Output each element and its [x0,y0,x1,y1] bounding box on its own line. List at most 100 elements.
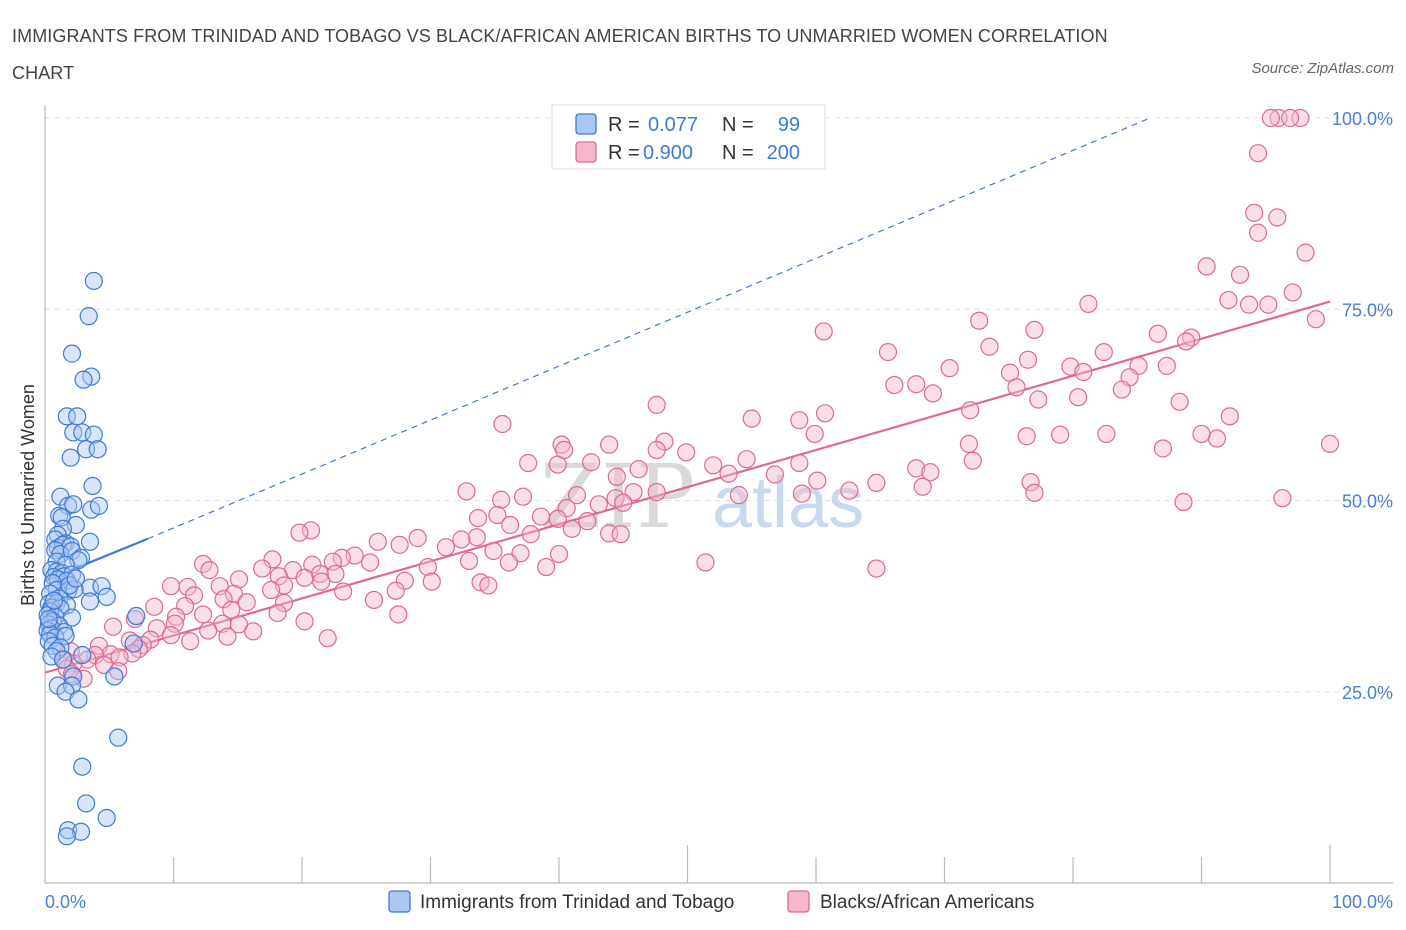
point-blacks [600,435,619,454]
point-blacks [629,460,648,479]
point-blacks [614,493,633,512]
point-blacks [501,515,520,535]
legend-r-value-1: 0.077 [648,114,698,136]
point-blacks [792,484,811,503]
point-blacks [262,580,281,600]
point-blacks [907,375,926,394]
point-trinidad [71,548,91,567]
stats-legend: R = 0.077 N = 99 R = 0.900 N = 200 [551,104,826,170]
point-blacks [1245,203,1264,222]
point-blacks [815,404,835,423]
point-blacks [531,507,551,526]
point-blacks [537,557,556,577]
point-blacks [145,597,164,616]
point-trinidad [97,587,116,606]
point-blacks [549,544,569,564]
point-blacks [980,337,999,356]
point-blacks [704,456,723,475]
point-blacks [361,553,380,572]
point-blacks [1239,295,1259,314]
point-blacks [218,627,237,646]
point-blacks [1261,108,1280,128]
point-trinidad [73,757,92,776]
point-trinidad [62,344,82,363]
point-blacks [334,582,353,601]
point-blacks [389,605,408,624]
x-tick-label-min: 0.0% [45,892,86,912]
point-trinidad [105,667,124,686]
point-blacks [1197,257,1216,276]
point-trinidad [89,496,109,515]
point-blacks [422,572,441,591]
point-blacks [290,523,309,542]
point-blacks [166,607,186,626]
point-blacks [1029,390,1048,409]
point-blacks [647,440,666,460]
point-trinidad [57,827,76,846]
point-blacks [548,509,567,528]
point-blacks [737,450,756,469]
point-blacks [1097,424,1116,444]
point-blacks [467,528,486,547]
point-trinidad [77,794,96,813]
legend-n-value-1: 99 [778,114,800,136]
point-blacks [1157,356,1176,375]
point-blacks [790,411,809,430]
gridlines [45,117,1393,693]
point-blacks [677,443,696,462]
x-tick-label-max: 100.0% [1332,892,1393,912]
point-trinidad [69,690,88,709]
point-blacks [326,564,345,584]
point-trinidad [41,625,60,644]
point-blacks [459,551,479,571]
point-blacks [1268,208,1287,227]
point-blacks [1259,295,1278,314]
point-blacks [125,609,145,629]
point-blacks [332,548,351,567]
point-blacks [263,550,282,569]
point-blacks [1219,290,1238,310]
point-blacks [647,395,666,414]
point-blacks [1273,489,1292,508]
point-blacks [395,571,414,590]
point-blacks [963,451,982,470]
point-blacks [1074,362,1093,382]
point-blacks [578,512,597,531]
point-trinidad [71,822,91,841]
point-blacks [436,538,456,557]
point-blacks [907,459,926,478]
point-trinidad [64,495,83,514]
point-blacks [418,557,438,577]
point-trinidad [60,576,79,595]
point-blacks [1320,434,1340,453]
point-trinidad [84,425,103,444]
point-trinidad [79,307,98,326]
bottom-legend-label-blacks: Blacks/African Americans [820,892,1034,913]
point-blacks [1291,108,1310,128]
point-blacks [1079,294,1098,313]
point-blacks [814,322,833,341]
point-trinidad [66,569,85,588]
point-blacks [193,605,213,624]
point-trinidad [73,645,92,665]
series-blacks-points [55,108,1340,688]
point-blacks [312,572,331,591]
trend-line-blacks [44,300,1331,674]
point-blacks [1283,283,1302,302]
point-blacks [295,612,314,631]
point-blacks [1176,332,1196,351]
point-blacks [867,473,886,493]
point-blacks [519,453,538,473]
point-trinidad [109,728,128,747]
point-blacks [1174,492,1193,512]
point-blacks [696,553,715,572]
point-blacks [513,487,533,506]
legend-n-label-2: N = [722,142,754,164]
point-blacks [479,576,498,595]
point-blacks [390,535,409,554]
point-blacks [1248,144,1268,163]
point-blacks [1192,424,1211,444]
point-blacks [867,559,886,578]
point-blacks [310,564,330,584]
point-blacks [1025,483,1044,502]
